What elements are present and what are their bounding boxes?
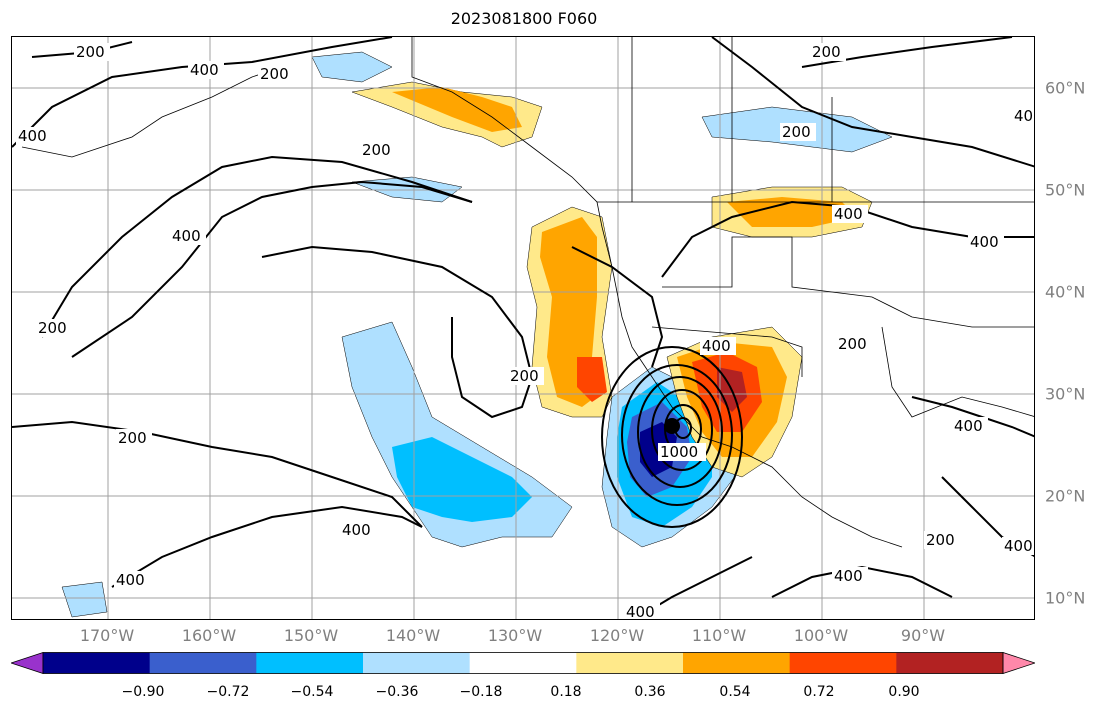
contour-label: 200 [926, 531, 955, 549]
colorbar-segment [789, 652, 897, 674]
contour-label: 400 [116, 571, 145, 589]
contour-label: 200 [510, 367, 539, 385]
shade-lightblue-alaska [311, 51, 393, 83]
lon-label: 110°W [691, 626, 747, 645]
lon-label: 120°W [589, 626, 645, 645]
contour-label: 200 [782, 123, 811, 141]
contour-label: 400 [342, 521, 371, 539]
lat-label: 20°N [1045, 486, 1086, 506]
lat-label: 60°N [1045, 78, 1086, 98]
lat-label: 10°N [1045, 588, 1086, 608]
colorbar-segment [256, 652, 364, 674]
contour-label: 200 [76, 43, 105, 61]
colorbar-tick-label: 0.90 [888, 684, 920, 700]
lat-label: 30°N [1045, 384, 1086, 404]
colorbar-tick-label: 0.18 [550, 684, 582, 700]
map-panel: 200 400 200 200 400 200 200 200 400 400 … [11, 36, 1035, 620]
coastlines [21, 37, 1034, 548]
lat-label: 40°N [1045, 282, 1086, 302]
colorbar-tick-label: −0.18 [459, 684, 503, 700]
shade-lightblue-sw [61, 581, 108, 618]
lon-label: 130°W [487, 626, 543, 645]
colorbar-segment [896, 652, 1004, 674]
contour-label: 400 [834, 205, 863, 223]
shade-blue-pacific [392, 437, 532, 522]
contour-label: 200 [362, 141, 391, 159]
colorbar-segments [11, 652, 1035, 674]
cyclone-center-marker [664, 418, 680, 434]
contour-label: 400 [702, 337, 731, 355]
contour-label: 400 [970, 233, 999, 251]
map-title: 2023081800 F060 [450, 9, 598, 28]
lat-label: 50°N [1045, 180, 1086, 200]
contour-label: 200 [260, 65, 289, 83]
colorbar-arrow-max [1002, 652, 1035, 674]
contour-label: 400 [1014, 107, 1035, 125]
colorbar-tick-label: −0.90 [121, 684, 165, 700]
colorbar-segment [43, 652, 151, 674]
colorbar-tick-label: −0.72 [206, 684, 250, 700]
colorbar-tick-label: −0.36 [375, 684, 419, 700]
contour-label: 200 [838, 335, 867, 353]
colorbar-segment [576, 652, 684, 674]
colorbar-segment [469, 652, 577, 674]
contour-label: 400 [190, 61, 219, 79]
colorbar-tick-label: −0.54 [290, 684, 334, 700]
lon-label: 100°W [793, 626, 849, 645]
lon-label: 160°W [181, 626, 237, 645]
contour-label: 400 [172, 227, 201, 245]
lon-label: 90°W [900, 626, 946, 645]
contour-label: 1000 [660, 443, 698, 461]
contour-label: 400 [954, 417, 983, 435]
colorbar-arrow-min [11, 652, 44, 674]
contour-label: 400 [1004, 537, 1033, 555]
colorbar-segment [363, 652, 471, 674]
map-canvas: 200 400 200 200 400 200 200 200 400 400 … [12, 37, 1035, 620]
lon-label: 140°W [385, 626, 441, 645]
colorbar-tick-label: 0.54 [719, 684, 751, 700]
colorbar-tick-label: 0.36 [634, 684, 666, 700]
contour-label: 400 [18, 127, 47, 145]
contour-label: 200 [118, 429, 147, 447]
lon-label: 170°W [79, 626, 135, 645]
shade-red-coast [577, 357, 607, 402]
shade-orange-canada [392, 87, 522, 132]
colorbar [11, 652, 1035, 674]
lon-label: 150°W [283, 626, 339, 645]
contour-label: 200 [812, 43, 841, 61]
colorbar-segment [149, 652, 257, 674]
contour-label: 400 [626, 603, 655, 620]
shading-layer [61, 51, 893, 618]
colorbar-segment [683, 652, 791, 674]
contour-label: 200 [38, 319, 67, 337]
contour-label: 400 [834, 567, 863, 585]
colorbar-tick-label: 0.72 [803, 684, 835, 700]
contour-labels: 200 400 200 200 400 200 200 200 400 400 … [16, 43, 1035, 620]
colorbar-outline [42, 652, 1004, 674]
